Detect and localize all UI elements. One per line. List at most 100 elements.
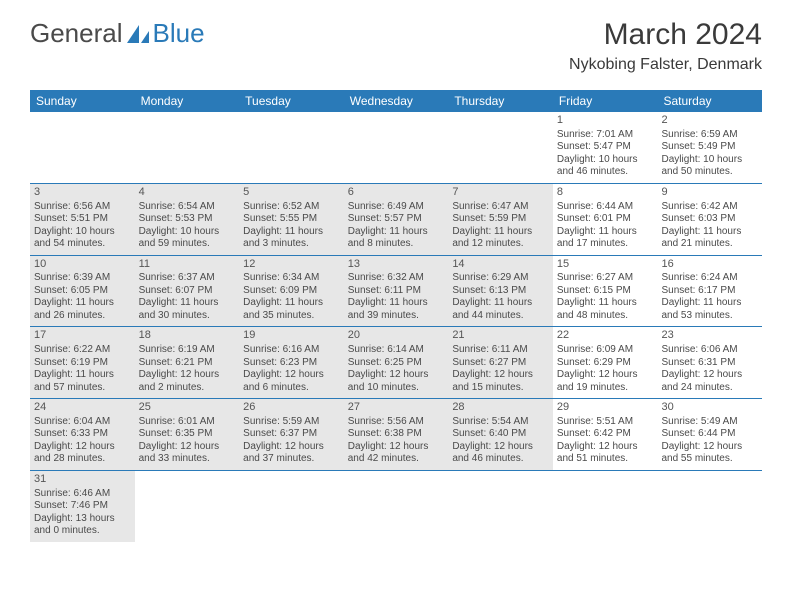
day-cell	[30, 112, 135, 183]
sunset-text: Sunset: 6:21 PM	[139, 357, 236, 370]
day-cell: 7Sunrise: 6:47 AMSunset: 5:59 PMDaylight…	[448, 184, 553, 255]
daylight1-text: Daylight: 11 hours	[348, 297, 445, 310]
sunset-text: Sunset: 5:57 PM	[348, 213, 445, 226]
day-cell	[239, 471, 344, 542]
daylight2-text: and 39 minutes.	[348, 310, 445, 323]
weekday-header-row: Sunday Monday Tuesday Wednesday Thursday…	[30, 90, 762, 112]
day-number: 8	[557, 186, 654, 200]
sunset-text: Sunset: 5:49 PM	[661, 141, 758, 154]
day-number: 5	[243, 186, 340, 200]
sunrise-text: Sunrise: 6:39 AM	[34, 272, 131, 285]
sunset-text: Sunset: 6:11 PM	[348, 285, 445, 298]
sunrise-text: Sunrise: 5:49 AM	[661, 416, 758, 429]
day-cell: 13Sunrise: 6:32 AMSunset: 6:11 PMDayligh…	[344, 256, 449, 327]
day-cell: 29Sunrise: 5:51 AMSunset: 6:42 PMDayligh…	[553, 399, 658, 470]
sunset-text: Sunset: 6:42 PM	[557, 428, 654, 441]
daylight1-text: Daylight: 11 hours	[243, 297, 340, 310]
day-number: 4	[139, 186, 236, 200]
day-cell: 25Sunrise: 6:01 AMSunset: 6:35 PMDayligh…	[135, 399, 240, 470]
day-cell: 15Sunrise: 6:27 AMSunset: 6:15 PMDayligh…	[553, 256, 658, 327]
sunset-text: Sunset: 6:03 PM	[661, 213, 758, 226]
day-cell: 23Sunrise: 6:06 AMSunset: 6:31 PMDayligh…	[657, 327, 762, 398]
daylight1-text: Daylight: 13 hours	[34, 513, 131, 526]
day-number: 25	[139, 401, 236, 415]
day-cell	[135, 471, 240, 542]
day-cell: 22Sunrise: 6:09 AMSunset: 6:29 PMDayligh…	[553, 327, 658, 398]
sunset-text: Sunset: 7:46 PM	[34, 500, 131, 513]
weekday-header: Saturday	[657, 90, 762, 112]
daylight2-text: and 46 minutes.	[452, 453, 549, 466]
sunrise-text: Sunrise: 6:32 AM	[348, 272, 445, 285]
daylight1-text: Daylight: 11 hours	[243, 226, 340, 239]
daylight2-text: and 46 minutes.	[557, 166, 654, 179]
day-cell: 5Sunrise: 6:52 AMSunset: 5:55 PMDaylight…	[239, 184, 344, 255]
daylight2-text: and 44 minutes.	[452, 310, 549, 323]
day-cell: 19Sunrise: 6:16 AMSunset: 6:23 PMDayligh…	[239, 327, 344, 398]
day-number: 9	[661, 186, 758, 200]
day-number: 29	[557, 401, 654, 415]
sunset-text: Sunset: 5:55 PM	[243, 213, 340, 226]
sunset-text: Sunset: 6:38 PM	[348, 428, 445, 441]
day-cell: 3Sunrise: 6:56 AMSunset: 5:51 PMDaylight…	[30, 184, 135, 255]
sunrise-text: Sunrise: 6:44 AM	[557, 201, 654, 214]
daylight1-text: Daylight: 11 hours	[139, 297, 236, 310]
daylight1-text: Daylight: 10 hours	[661, 154, 758, 167]
day-number: 1	[557, 114, 654, 128]
sunset-text: Sunset: 6:33 PM	[34, 428, 131, 441]
day-cell: 14Sunrise: 6:29 AMSunset: 6:13 PMDayligh…	[448, 256, 553, 327]
sunset-text: Sunset: 6:09 PM	[243, 285, 340, 298]
sunrise-text: Sunrise: 6:59 AM	[661, 129, 758, 142]
sunset-text: Sunset: 6:13 PM	[452, 285, 549, 298]
day-cell	[553, 471, 658, 542]
month-title: March 2024	[569, 18, 762, 52]
daylight1-text: Daylight: 12 hours	[139, 441, 236, 454]
day-number: 6	[348, 186, 445, 200]
day-cell	[344, 471, 449, 542]
daylight2-text: and 53 minutes.	[661, 310, 758, 323]
sunset-text: Sunset: 6:01 PM	[557, 213, 654, 226]
daylight2-text: and 21 minutes.	[661, 238, 758, 251]
day-number: 14	[452, 258, 549, 272]
day-cell	[239, 112, 344, 183]
day-number: 13	[348, 258, 445, 272]
calendar: Sunday Monday Tuesday Wednesday Thursday…	[30, 90, 762, 542]
day-cell: 9Sunrise: 6:42 AMSunset: 6:03 PMDaylight…	[657, 184, 762, 255]
day-cell: 31Sunrise: 6:46 AMSunset: 7:46 PMDayligh…	[30, 471, 135, 542]
sunset-text: Sunset: 5:47 PM	[557, 141, 654, 154]
daylight1-text: Daylight: 11 hours	[452, 297, 549, 310]
daylight2-text: and 15 minutes.	[452, 382, 549, 395]
daylight1-text: Daylight: 11 hours	[557, 297, 654, 310]
daylight1-text: Daylight: 11 hours	[34, 369, 131, 382]
day-cell	[448, 471, 553, 542]
sunrise-text: Sunrise: 6:29 AM	[452, 272, 549, 285]
week-row: 17Sunrise: 6:22 AMSunset: 6:19 PMDayligh…	[30, 327, 762, 399]
daylight1-text: Daylight: 11 hours	[661, 226, 758, 239]
sunset-text: Sunset: 6:40 PM	[452, 428, 549, 441]
sunrise-text: Sunrise: 6:46 AM	[34, 488, 131, 501]
daylight1-text: Daylight: 11 hours	[34, 297, 131, 310]
sunset-text: Sunset: 6:19 PM	[34, 357, 131, 370]
sunrise-text: Sunrise: 6:19 AM	[139, 344, 236, 357]
sunset-text: Sunset: 6:25 PM	[348, 357, 445, 370]
week-row: 10Sunrise: 6:39 AMSunset: 6:05 PMDayligh…	[30, 256, 762, 328]
weekday-header: Monday	[135, 90, 240, 112]
daylight2-text: and 17 minutes.	[557, 238, 654, 251]
sunset-text: Sunset: 6:44 PM	[661, 428, 758, 441]
day-cell: 26Sunrise: 5:59 AMSunset: 6:37 PMDayligh…	[239, 399, 344, 470]
sunrise-text: Sunrise: 6:16 AM	[243, 344, 340, 357]
sunset-text: Sunset: 6:29 PM	[557, 357, 654, 370]
day-number: 17	[34, 329, 131, 343]
sunrise-text: Sunrise: 6:22 AM	[34, 344, 131, 357]
sunset-text: Sunset: 5:53 PM	[139, 213, 236, 226]
day-number: 7	[452, 186, 549, 200]
day-number: 30	[661, 401, 758, 415]
day-number: 26	[243, 401, 340, 415]
week-row: 3Sunrise: 6:56 AMSunset: 5:51 PMDaylight…	[30, 184, 762, 256]
daylight2-text: and 59 minutes.	[139, 238, 236, 251]
logo-text-general: General	[30, 18, 123, 49]
sunrise-text: Sunrise: 6:09 AM	[557, 344, 654, 357]
daylight2-text: and 26 minutes.	[34, 310, 131, 323]
sunrise-text: Sunrise: 6:34 AM	[243, 272, 340, 285]
daylight2-text: and 24 minutes.	[661, 382, 758, 395]
sunrise-text: Sunrise: 6:49 AM	[348, 201, 445, 214]
